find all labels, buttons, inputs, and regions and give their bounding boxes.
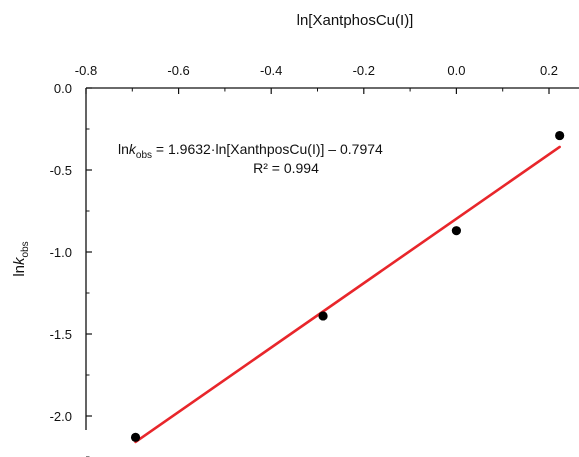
x-ticks-group: -0.8 -0.6 -0.4 -0.2 0.0 0.2 [75,63,558,94]
y-ticks-group: 0.0 -0.5 -1.0 -1.5 -2.0 [50,81,92,457]
x-tick-label: -0.6 [167,63,189,78]
x-tick-label: 0.0 [447,63,465,78]
axes-group [85,87,579,430]
y-tick-label: 0.0 [54,81,72,96]
y-tick-label: -2.0 [50,409,72,424]
x-axis-title: ln[XantphosCu(I)] [297,12,414,29]
y-axis-title-base: ln [11,265,28,277]
data-point [555,130,565,141]
x-tick-label: -0.2 [353,63,375,78]
fit-equation-label: lnkobs = 1.9632·ln[XanthposCu(I)] – 0.79… [118,141,383,161]
data-point [318,311,328,321]
y-axis-title-italic: k [11,256,28,265]
fit-line [134,145,561,444]
r-squared-label: R² = 0.994 [253,160,319,176]
eq-pre: ln [118,141,129,157]
x-tick-label: -0.8 [75,63,97,78]
series-group [130,130,565,444]
x-tick-label: 0.2 [540,63,558,78]
eq-post: = 1.9632·ln[XanthposCu(I)] – 0.7974 [152,141,383,157]
x-tick-label: -0.4 [260,63,282,78]
y-tick-label: -0.5 [50,163,72,178]
eq-italic: k [129,141,137,157]
y-axis-title-sub: obs [20,241,31,257]
eq-sub: obs [136,150,152,161]
y-tick-label: -1.5 [50,327,72,342]
data-point [451,226,461,236]
y-axis-title: lnkobs [11,241,31,276]
data-point [130,432,141,442]
y-tick-label: -1.0 [50,245,72,260]
